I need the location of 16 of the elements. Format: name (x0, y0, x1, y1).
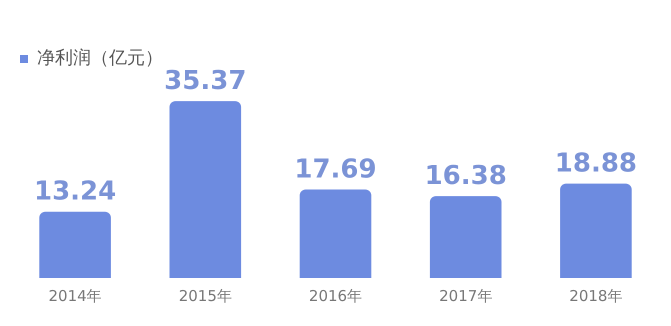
data-label: 18.88 (554, 148, 638, 178)
x-tick-label: 2018年 (569, 286, 622, 305)
data-label: 16.38 (424, 160, 507, 191)
legend-label: 净利润（亿元） (37, 48, 163, 69)
data-label: 35.37 (164, 66, 246, 96)
x-tick-label: 2016年 (308, 286, 362, 305)
x-tick-label: 2015年 (178, 286, 232, 305)
bar (39, 212, 111, 278)
x-tick-label: 2014年 (48, 286, 102, 305)
bar (169, 101, 242, 278)
x-tick-label: 2017年 (439, 286, 492, 305)
bar (300, 190, 372, 278)
bar (430, 196, 502, 278)
bar (560, 184, 632, 278)
data-label: 13.24 (34, 176, 116, 207)
data-label: 17.69 (294, 154, 377, 184)
